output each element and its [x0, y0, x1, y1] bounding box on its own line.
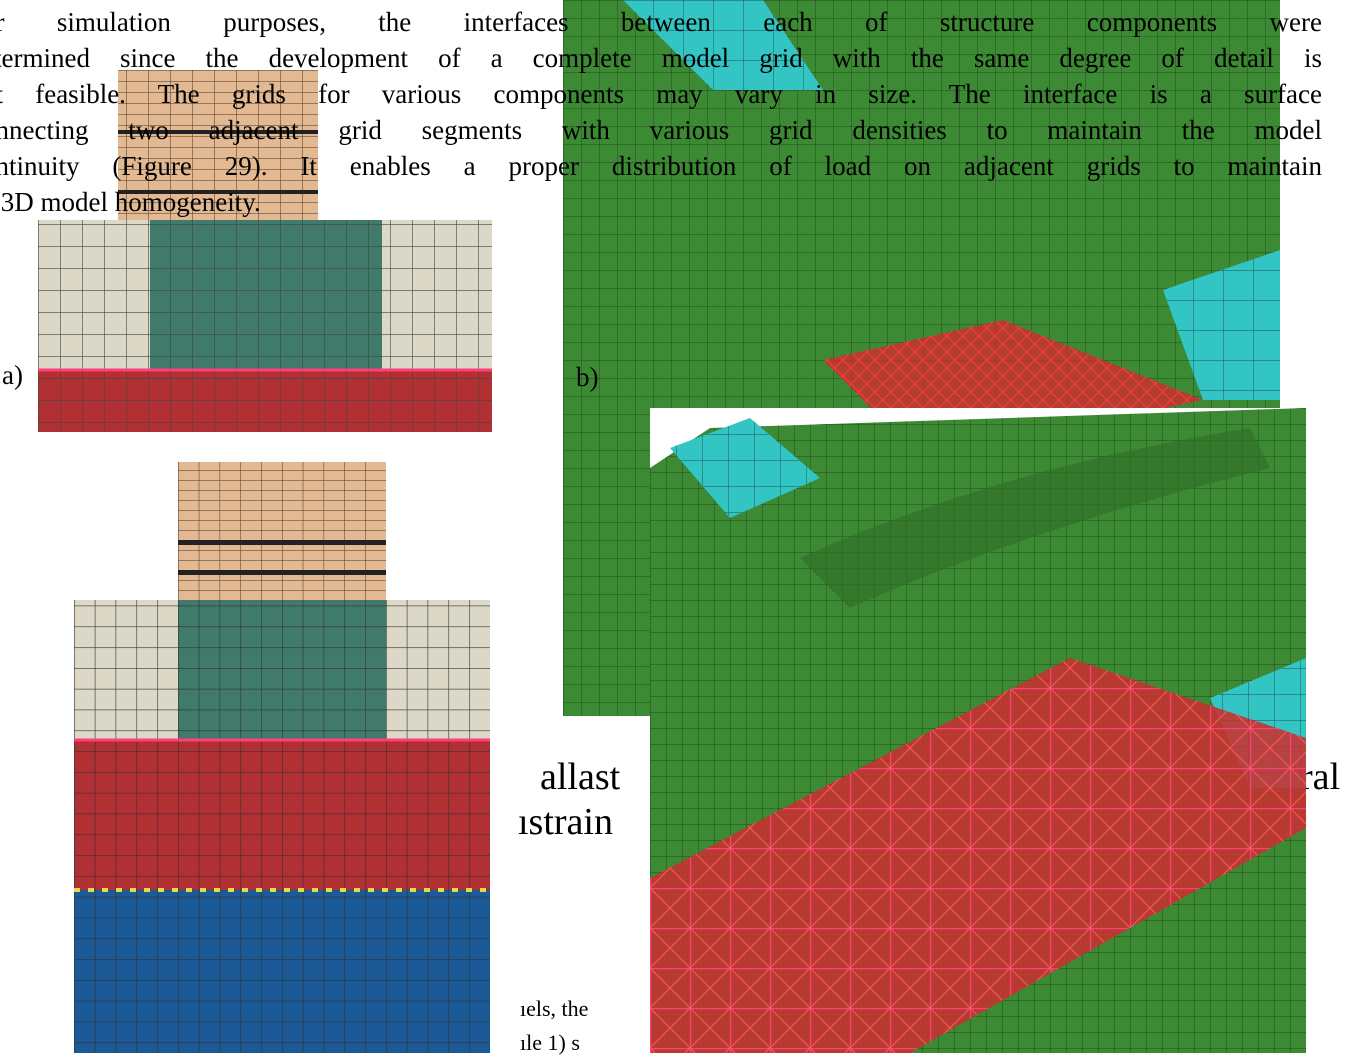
paragraph-line-2: etermined since the development of a com… — [0, 43, 1322, 73]
label-a: a) — [2, 360, 23, 390]
paragraph-line-4: onnecting two adjacent grid segments wit… — [0, 115, 1322, 145]
label-b: b) — [576, 362, 599, 392]
caption-fragment-ballast: allast — [540, 756, 621, 798]
paragraph-line-1: or simulation purposes, the interfaces b… — [0, 7, 1322, 37]
paragraph-line-3: ot feasible. The grids for various compo… — [0, 79, 1322, 109]
figure-large-mesh — [74, 460, 490, 1053]
intro-paragraph: or simulation purposes, the interfaces b… — [0, 4, 1322, 220]
caption-fragment-els: ıels, the — [520, 996, 589, 1021]
figure-a-small-mesh — [38, 70, 492, 432]
caption-fragment-bottom: ıle 1) s — [520, 1030, 580, 1055]
paragraph-line-5: ontinuity (Figure 29). It enables a prop… — [0, 151, 1322, 181]
paragraph-line-6: e 3D model homogeneity. — [0, 187, 261, 217]
figure-b-rail-front — [650, 408, 1306, 1053]
caption-fragment-ral: ral — [1300, 756, 1341, 798]
caption-fragment-strain: ıstrain — [518, 801, 613, 843]
